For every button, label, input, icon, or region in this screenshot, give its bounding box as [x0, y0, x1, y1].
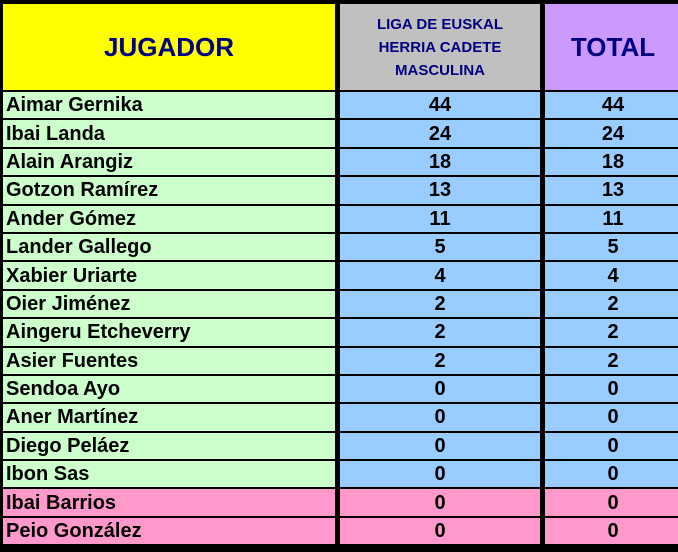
player-name-cell: Lander Gallego [3, 233, 335, 261]
league-score-cell: 44 [340, 92, 540, 119]
player-name-cell: Aimar Gernika [3, 92, 335, 119]
league-score-cell: 5 [340, 233, 540, 261]
total-score-cell: 24 [545, 120, 678, 147]
league-score-cell: 11 [340, 205, 540, 232]
player-name-cell: Ibai Landa [3, 120, 335, 147]
player-name-cell: Ander Gómez [3, 205, 335, 232]
league-score-cell: 2 [340, 290, 540, 318]
league-score-cell: 4 [340, 262, 540, 289]
league-score-cell: 0 [340, 461, 540, 488]
total-score-cell: 4 [545, 262, 678, 289]
player-name-cell: Ibon Sas [3, 461, 335, 488]
player-column-header: JUGADOR [3, 4, 335, 90]
player-name-cell: Peio González [3, 517, 335, 545]
league-score-cell: 2 [340, 347, 540, 374]
league-score-cell: 0 [340, 432, 540, 460]
total-score-cell: 44 [545, 92, 678, 119]
league-score-cell: 18 [340, 148, 540, 176]
total-score-cell: 0 [545, 432, 678, 460]
player-name-cell: Diego Peláez [3, 432, 335, 460]
total-score-cell: 2 [545, 347, 678, 374]
total-score-cell: 0 [545, 375, 678, 403]
league-score-cell: 0 [340, 489, 540, 516]
league-score-cell: 0 [340, 517, 540, 545]
total-score-cell: 2 [545, 290, 678, 318]
total-score-cell: 2 [545, 319, 678, 346]
player-name-cell: Asier Fuentes [3, 347, 335, 374]
league-score-cell: 2 [340, 319, 540, 346]
total-score-cell: 18 [545, 148, 678, 176]
total-score-cell: 5 [545, 233, 678, 261]
player-name-cell: Gotzon Ramírez [3, 177, 335, 204]
total-score-cell: 0 [545, 489, 678, 516]
player-name-cell: Oier Jiménez [3, 290, 335, 318]
player-name-cell: Alain Arangiz [3, 148, 335, 176]
total-column-header: TOTAL [545, 4, 678, 90]
total-score-cell: 0 [545, 461, 678, 488]
league-column-header: LIGA DE EUSKAL HERRIA CADETE MASCULINA [340, 4, 540, 90]
league-score-cell: 13 [340, 177, 540, 204]
total-score-cell: 13 [545, 177, 678, 204]
player-name-cell: Sendoa Ayo [3, 375, 335, 403]
player-name-cell: Aner Martínez [3, 404, 335, 431]
total-score-cell: 0 [545, 404, 678, 431]
league-score-cell: 24 [340, 120, 540, 147]
total-score-cell: 11 [545, 205, 678, 232]
league-score-cell: 0 [340, 404, 540, 431]
league-score-cell: 0 [340, 375, 540, 403]
player-name-cell: Ibai Barrios [3, 489, 335, 516]
player-name-cell: Xabier Uriarte [3, 262, 335, 289]
total-score-cell: 0 [545, 517, 678, 545]
player-name-cell: Aingeru Etcheverry [3, 319, 335, 346]
